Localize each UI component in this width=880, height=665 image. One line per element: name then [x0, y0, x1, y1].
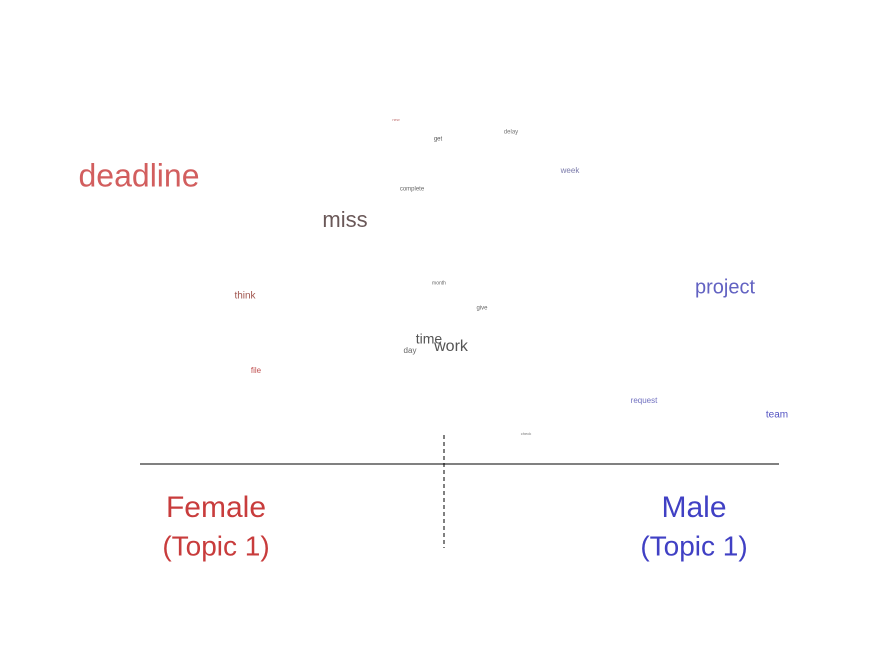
word: miss: [322, 207, 367, 232]
word: delay: [504, 130, 518, 136]
word: month: [432, 280, 446, 286]
word: think: [234, 291, 256, 302]
left-label: (Topic 1): [162, 530, 269, 561]
right-label: Male: [661, 491, 726, 524]
right-label: (Topic 1): [640, 530, 747, 561]
word: week: [560, 166, 581, 175]
word: work: [433, 338, 469, 355]
word: time: [416, 331, 443, 347]
word: deadline: [79, 157, 200, 193]
word: new: [392, 117, 399, 122]
word: team: [766, 410, 788, 421]
word: give: [476, 306, 488, 312]
words: new get delay week deadline complete mis…: [79, 117, 789, 436]
left-label: Female: [166, 491, 266, 524]
word: complete: [400, 187, 425, 193]
word: file: [251, 366, 262, 375]
word: check: [521, 431, 531, 436]
word: day: [404, 346, 417, 355]
word: get: [434, 137, 443, 143]
word: request: [631, 396, 658, 405]
word: project: [695, 276, 755, 298]
